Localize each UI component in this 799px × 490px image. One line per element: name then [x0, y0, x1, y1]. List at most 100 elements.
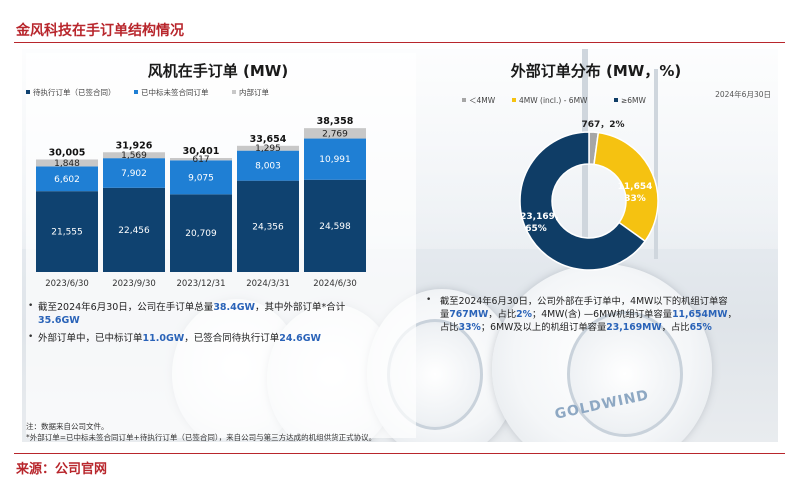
bar-segment — [304, 138, 366, 180]
bullet-text: ；6MW及以上的机组订单容量 — [480, 322, 607, 333]
bullet-text: 量 — [440, 309, 450, 320]
bullet-text: 外部订单中，已中标订单 — [38, 333, 143, 344]
bar-total-label: 30,005 — [49, 147, 86, 158]
legend-label: 内部订单 — [239, 87, 269, 97]
bar-value-label: 6,602 — [54, 175, 80, 185]
bar-segment — [36, 191, 98, 272]
stacked-bar-chart: 风机在手订单 (MW) 待执行订单（已签合同） 已中标未签合同订单 内部订单 21,… — [26, 62, 366, 289]
bar-value-label: 1,848 — [54, 159, 80, 169]
bar-value-label: 22,456 — [118, 226, 150, 236]
bar-chart-title: 风机在手订单 (MW) — [148, 62, 288, 80]
turbine-mast — [654, 69, 658, 259]
donut-slices: 767，2% 11,654 33% 23,169， 65% — [519, 120, 659, 271]
bar-value-label: 2,769 — [322, 129, 348, 139]
bullet-dot: • — [28, 301, 34, 311]
legend-swatch — [614, 98, 618, 102]
bullet-highlight: 11.0GW — [142, 333, 185, 344]
bullet-highlight: 11,654MW — [672, 309, 728, 320]
bullet-highlight: 35.6GW — [38, 315, 80, 326]
slice-label: 33% — [624, 194, 646, 204]
bullet-text: ，已签合同待执行订单 — [184, 333, 280, 344]
bullet-highlight: 33% — [458, 322, 481, 333]
slice-label: 65% — [525, 224, 547, 234]
legend-label: 已中标未签合同订单 — [141, 87, 209, 97]
legend-swatch — [512, 98, 516, 102]
slice-label: 767，2% — [581, 120, 624, 130]
donut-legend: ＜4MW 4MW (incl.) - 6MW ≥6MW — [462, 96, 647, 105]
legend-label: ≥6MW — [621, 96, 647, 105]
bullet-text: ，占比 — [661, 322, 690, 333]
bar-segment — [103, 187, 165, 272]
bar-value-label: 7,902 — [121, 169, 147, 179]
bar-segment — [103, 158, 165, 188]
bullet-text: ， — [727, 309, 737, 320]
bullet-dot: • — [28, 332, 34, 342]
category-label: 2023/9/30 — [112, 279, 156, 289]
bar-legend: 待执行订单（已签合同） 已中标未签合同订单 内部订单 — [26, 87, 269, 97]
bar-segment — [36, 159, 98, 167]
bar-segment — [237, 150, 299, 181]
slice-label: 11,654 — [618, 182, 653, 192]
bar-value-label: 24,356 — [252, 222, 284, 232]
legend-label: 待执行订单（已签合同） — [33, 87, 116, 97]
slide-panel: GOLDWIND 风机在手订单 (MW) 待执行订单（已签合同） 已中标未签合同订… — [22, 49, 778, 442]
source-text: 来源：公司官网 — [16, 462, 108, 477]
legend-label: ＜4MW — [469, 96, 496, 105]
source-bar: 来源：公司官网 — [14, 453, 785, 477]
donut-slice — [593, 131, 659, 243]
bullet-highlight: 767MW — [449, 309, 489, 320]
left-bullet-1: 截至2024年6月30日，公司在手订单总量38.4GW，其中外部订单*合计 35.… — [38, 301, 388, 327]
bar-value-label: 1,295 — [255, 144, 281, 154]
legend-swatch — [26, 90, 30, 94]
bar-value-label: 21,555 — [51, 228, 83, 238]
bar-value-label: 9,075 — [188, 173, 214, 183]
bullet-text: 截至2024年6月30日，公司在手订单总量 — [38, 302, 214, 313]
bar-segment — [304, 128, 366, 139]
bar-segment — [170, 194, 232, 272]
bar-value-label: 8,003 — [255, 162, 281, 172]
legend-swatch — [232, 90, 236, 94]
bullet-text: ；4MW(含) —6MW机组订单容量 — [531, 309, 673, 320]
left-bullet-2: 外部订单中，已中标订单11.0GW，已签合同待执行订单24.6GW — [38, 332, 388, 345]
bar-segment — [170, 157, 232, 161]
hub-graphic — [567, 311, 683, 437]
donut-chart-title: 外部订单分布 (MW，%) — [510, 62, 681, 80]
legend-swatch — [462, 98, 466, 102]
footnote-2: *外部订单=已中标未签合同订单+待执行订单（已签合同），来自公司与第三方达成的机… — [26, 433, 377, 442]
bullet-highlight: 23,169MW — [606, 322, 662, 333]
bar-total-label: 38,358 — [317, 116, 354, 127]
bullet-text: ，其中外部订单*合计 — [255, 302, 346, 313]
bar-value-label: 1,569 — [121, 151, 147, 161]
bar-segment — [103, 152, 165, 159]
bar-value-label: 617 — [192, 155, 209, 165]
bar-value-label: 24,598 — [319, 222, 351, 232]
footnote-1: 注：数据来自公司文件。 — [26, 422, 109, 431]
bullet-text: ，占比 — [488, 309, 517, 320]
category-label: 2024/6/30 — [313, 279, 357, 289]
bullet-highlight: 24.6GW — [279, 333, 321, 344]
donut-date-note: 2024年6月30日 — [715, 89, 771, 99]
bullet-dot: • — [426, 295, 432, 305]
category-label: 2024/3/31 — [246, 279, 290, 289]
bullet-text: 截至2024年6月30日，公司外部在手订单中，4MW以下的机组订单容 — [440, 296, 728, 307]
donut-slice — [519, 131, 647, 271]
bar-value-label: 20,709 — [185, 229, 217, 239]
bar-segment — [237, 180, 299, 272]
legend-swatch — [134, 90, 138, 94]
slice-label: 23,169， — [520, 212, 564, 222]
bullet-highlight: 2% — [516, 309, 532, 320]
right-bullet: 截至2024年6月30日，公司外部在手订单中，4MW以下的机组订单容 量767M… — [440, 295, 776, 334]
bullet-text: 占比 — [440, 322, 459, 333]
category-label: 2023/12/31 — [177, 279, 226, 289]
page-title-bar: 金风科技在手订单结构情况 — [14, 18, 785, 43]
bar-total-label: 33,654 — [250, 134, 287, 145]
page-title: 金风科技在手订单结构情况 — [16, 23, 184, 39]
legend-label: 4MW (incl.) - 6MW — [519, 96, 588, 105]
bar-segment — [170, 160, 232, 195]
bar-segment — [237, 145, 299, 151]
bar-total-label: 31,926 — [116, 140, 153, 151]
bar-segment — [304, 179, 366, 272]
bar-segment — [36, 166, 98, 192]
donut-chart: 外部订单分布 (MW，%) 2024年6月30日 ＜4MW 4MW (incl.)… — [462, 62, 771, 271]
